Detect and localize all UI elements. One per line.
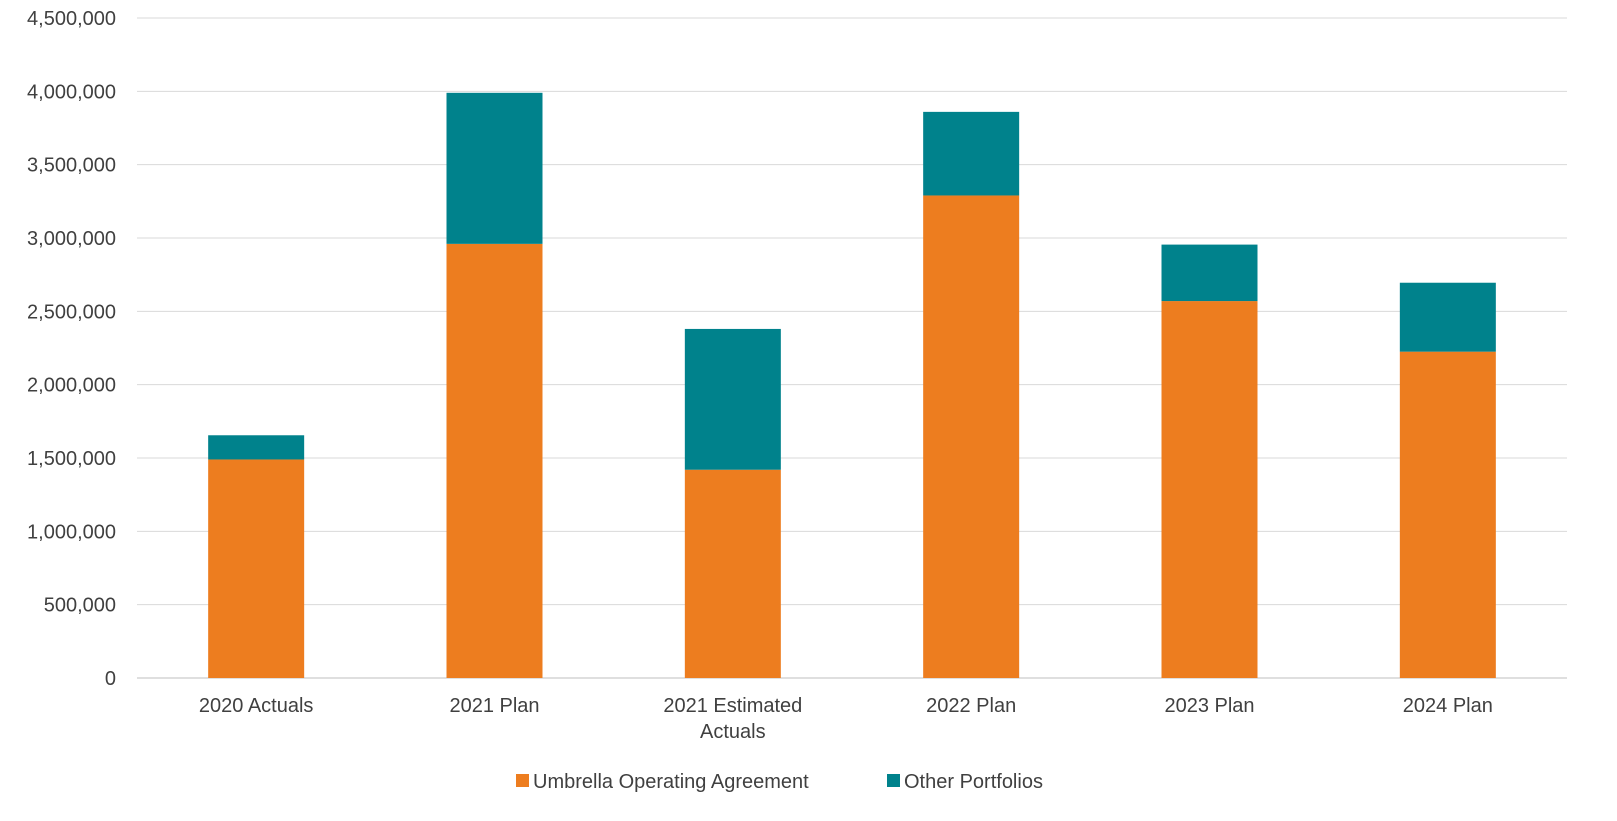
y-axis-ticks: 0 500,000 1,000,000 1,500,000 2,000,000 2,500… xyxy=(27,8,116,690)
x-tick-label-line: Actuals xyxy=(700,721,766,743)
legend: Umbrella Operating Agreement Other Portfo… xyxy=(516,771,1043,793)
bar-segment-umbrella-operating-agreement xyxy=(684,469,781,678)
bar-segment-other-portfolios xyxy=(923,111,1020,196)
x-tick-label: 2024 Plan xyxy=(1403,695,1493,717)
x-tick-label-line: 2021 Plan xyxy=(449,695,539,717)
bar-segment-umbrella-operating-agreement xyxy=(208,459,305,678)
bar-segment-umbrella-operating-agreement xyxy=(923,195,1020,678)
y-tick-label: 3,500,000 xyxy=(27,155,116,177)
x-tick-label-line: 2021 Estimated xyxy=(663,695,802,717)
bar-segment-umbrella-operating-agreement xyxy=(446,243,543,678)
bar-segment-other-portfolios xyxy=(684,328,781,470)
x-tick-label-line: 2023 Plan xyxy=(1164,695,1254,717)
legend-label: Other Portfolios xyxy=(904,771,1043,793)
legend-label: Umbrella Operating Agreement xyxy=(533,771,809,793)
y-tick-label: 2,000,000 xyxy=(27,375,116,397)
x-tick-label: 2021 Estimated Actuals xyxy=(663,695,802,743)
y-tick-label: 1,000,000 xyxy=(27,521,116,543)
x-tick-label: 2022 Plan xyxy=(926,695,1016,717)
x-tick-label: 2023 Plan xyxy=(1164,695,1254,717)
bar-segment-other-portfolios xyxy=(208,435,305,460)
bar-segment-umbrella-operating-agreement xyxy=(1161,301,1258,678)
y-tick-label: 2,500,000 xyxy=(27,301,116,323)
bar-segment-umbrella-operating-agreement xyxy=(1399,351,1496,678)
y-tick-label: 1,500,000 xyxy=(27,448,116,470)
bar-segment-other-portfolios xyxy=(446,92,543,244)
y-tick-label: 500,000 xyxy=(44,595,116,617)
gridlines xyxy=(137,17,1567,679)
bar-segment-other-portfolios xyxy=(1161,244,1258,302)
x-tick-label: 2021 Plan xyxy=(449,695,539,717)
x-tick-label-line: 2024 Plan xyxy=(1403,695,1493,717)
x-tick-label-line: 2022 Plan xyxy=(926,695,1016,717)
y-tick-label: 4,500,000 xyxy=(27,8,116,30)
legend-swatch xyxy=(516,774,529,787)
x-tick-label-line: 2020 Actuals xyxy=(199,695,314,717)
y-tick-label: 0 xyxy=(105,668,116,690)
x-tick-label: 2020 Actuals xyxy=(199,695,314,717)
x-axis-ticks: 2020 Actuals 2021 Plan 2021 Estimated Actua… xyxy=(199,695,1493,743)
bar-segment-other-portfolios xyxy=(1399,282,1496,352)
y-tick-label: 4,000,000 xyxy=(27,81,116,103)
legend-swatch xyxy=(887,774,900,787)
bars xyxy=(208,92,1496,678)
y-tick-label: 3,000,000 xyxy=(27,228,116,250)
